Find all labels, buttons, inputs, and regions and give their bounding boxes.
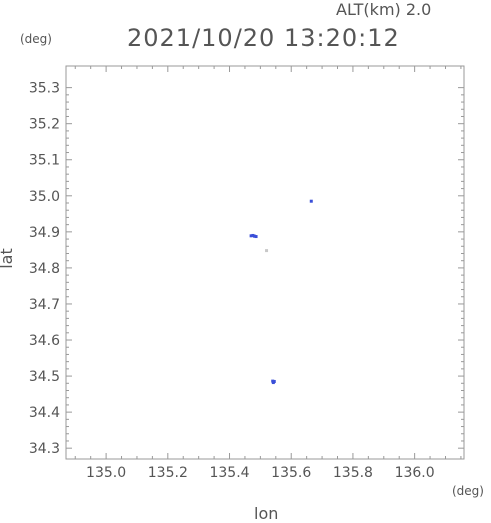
x-tick-label: 135.2 (148, 465, 188, 481)
axis-ticks: 34.3 34.4 34.5 34.6 34.7 34.8 34.9 35.0 35.1 35.2… (29, 66, 464, 481)
data-point (265, 249, 269, 253)
x-axis-label: lon (254, 504, 279, 523)
y-tick-label: 35.2 (29, 117, 60, 133)
y-tick-label: 35.1 (29, 153, 60, 169)
y-tick-label: 34.8 (29, 261, 60, 277)
x-axis-unit: (deg) (452, 484, 484, 498)
y-axis-unit: (deg) (20, 32, 52, 46)
x-tick-label: 136.0 (395, 465, 435, 481)
data-point (249, 234, 253, 238)
x-tick-label: 135.6 (271, 465, 311, 481)
x-tick-label: 135.4 (209, 465, 249, 481)
y-tick-label: 35.0 (29, 189, 60, 205)
chart-title-datetime: 2021/10/20 13:20:12 (127, 24, 400, 52)
data-points (249, 199, 313, 385)
y-tick-label: 34.4 (29, 405, 60, 421)
data-point (253, 234, 257, 238)
data-point (309, 199, 313, 203)
x-tick-label: 135.8 (333, 465, 373, 481)
y-tick-label: 34.6 (29, 333, 60, 349)
altitude-label: ALT(km) 2.0 (336, 0, 432, 19)
plot-frame (65, 65, 465, 460)
y-tick-label: 34.9 (29, 225, 60, 241)
y-tick-label: 34.5 (29, 369, 60, 385)
y-tick-label: 35.3 (29, 81, 60, 97)
data-point (251, 233, 255, 237)
data-point (254, 235, 258, 239)
x-tick-label: 135.0 (86, 465, 126, 481)
y-tick-label: 34.3 (29, 441, 60, 457)
y-tick-label: 34.7 (29, 297, 60, 313)
data-point (271, 381, 275, 385)
